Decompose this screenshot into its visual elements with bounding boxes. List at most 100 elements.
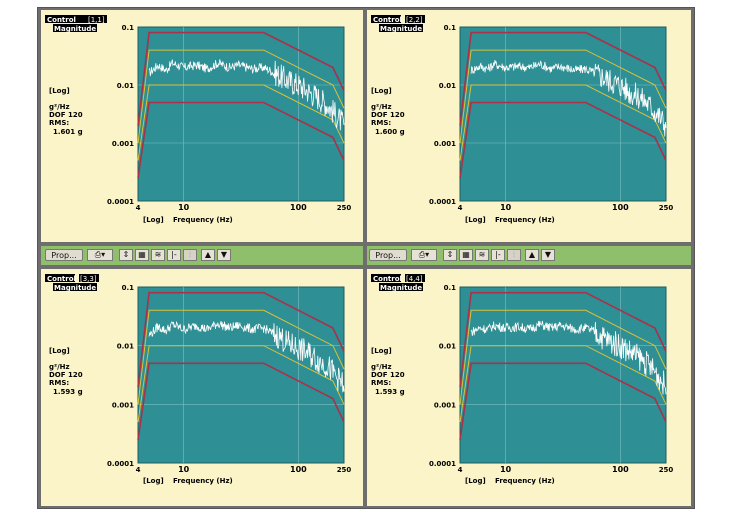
panel-id-label: [2,2] <box>406 16 423 24</box>
plot-area <box>137 26 345 202</box>
y-scale-label: [Log] <box>371 87 392 95</box>
x-scale-label: [Log] <box>143 216 164 224</box>
rms-value: 1.593 g <box>375 388 405 396</box>
plot-area <box>459 26 667 202</box>
properties-button[interactable]: Prop... <box>369 249 407 261</box>
psd-chart-2-2: Control [2,2] Magnitude [Log] g²/Hz DOF … <box>371 15 673 224</box>
rms-label: RMS: <box>49 119 69 127</box>
series-abort-lower-line <box>459 362 667 440</box>
series-abort-lower-line <box>137 362 345 440</box>
plot-area <box>459 286 667 464</box>
y-tick-label: 0.01 <box>439 82 456 90</box>
series-abort-upper-line <box>137 291 345 387</box>
series-control-line <box>470 320 667 395</box>
series-abort-upper-line <box>459 291 667 387</box>
cursor-icon[interactable]: |- <box>167 249 181 261</box>
x-axis-label: Frequency (Hz) <box>495 216 555 224</box>
x-tick-label: 100 <box>612 465 629 474</box>
series-alarm-upper-line <box>137 49 345 144</box>
grid-icon[interactable]: ▦ <box>459 249 473 261</box>
y-tick-label: 0.0001 <box>107 460 134 468</box>
y-tick-label: 0.0001 <box>107 198 134 206</box>
dof-label: DOF 120 <box>49 371 83 379</box>
chart-panel-2-2: Control [2,2] Magnitude [Log] g²/Hz DOF … <box>367 10 691 242</box>
chart-panel-1-1: Control [1,1] Magnitude [Log] g²/Hz DOF … <box>41 10 363 242</box>
psd-chart-1-1: Control [1,1] Magnitude [Log] g²/Hz DOF … <box>45 15 352 224</box>
x-scale-label: [Log] <box>143 477 164 485</box>
x-tick-label: 100 <box>290 465 307 474</box>
grid-icon[interactable]: ▦ <box>135 249 149 261</box>
marker-icon[interactable]: ⁞ <box>183 249 197 261</box>
overlay-icon[interactable]: ≋ <box>151 249 165 261</box>
x-tick-label: 4 <box>458 466 463 474</box>
print-icon[interactable]: ⎙▾ <box>87 249 113 261</box>
x-tick-label: 10 <box>178 203 190 212</box>
series-control-line <box>470 60 667 137</box>
rms-value: 1.600 g <box>375 128 405 136</box>
series-abort-lower-line <box>137 101 345 179</box>
chart-toolbar-left: Prop... ⎙▾ ⇕ ▦ ≋ |- ⁞ ▲ ▼ <box>41 246 363 265</box>
plot-background <box>137 26 345 202</box>
marker-icon[interactable]: ⁞ <box>507 249 521 261</box>
rms-label: RMS: <box>371 119 391 127</box>
plot-background <box>137 286 345 464</box>
y-tick-label: 0.1 <box>444 24 457 32</box>
y-tick-label: 0.001 <box>434 401 456 409</box>
overlay-icon[interactable]: ≋ <box>475 249 489 261</box>
series-abort-upper-line <box>459 31 667 126</box>
y-scale-label: [Log] <box>371 347 392 355</box>
scroll-up-icon[interactable]: ▲ <box>201 249 215 261</box>
control-label: Control <box>47 275 76 283</box>
x-tick-label: 10 <box>178 465 190 474</box>
chart-panel-4-4: Control [4,4] Magnitude [Log] g²/Hz DOF … <box>367 269 691 506</box>
magnitude-label: Magnitude <box>54 25 96 33</box>
plot-background <box>459 26 667 202</box>
units-label: g²/Hz <box>371 363 392 371</box>
chart-toolbar-right: Prop... ⎙▾ ⇕ ▦ ≋ |- ⁞ ▲ ▼ <box>367 246 691 265</box>
y-tick-label: 0.1 <box>444 284 457 292</box>
x-axis-label: Frequency (Hz) <box>173 216 233 224</box>
units-label: g²/Hz <box>371 103 392 111</box>
x-axis-label: Frequency (Hz) <box>173 477 233 485</box>
cursor-icon[interactable]: |- <box>491 249 505 261</box>
x-tick-label: 250 <box>659 466 674 474</box>
control-label: Control <box>373 275 402 283</box>
scroll-down-icon[interactable]: ▼ <box>217 249 231 261</box>
dof-label: DOF 120 <box>371 111 405 119</box>
vibration-control-window: Control [1,1] Magnitude [Log] g²/Hz DOF … <box>37 7 695 509</box>
rms-label: RMS: <box>371 379 391 387</box>
panel-id-label: [3,3] <box>80 275 97 283</box>
y-tick-label: 0.01 <box>439 343 456 351</box>
x-axis-label: Frequency (Hz) <box>495 477 555 485</box>
scroll-up-icon[interactable]: ▲ <box>525 249 539 261</box>
x-tick-label: 250 <box>337 466 352 474</box>
autoscale-icon[interactable]: ⇕ <box>443 249 457 261</box>
series-control-line <box>148 59 345 131</box>
magnitude-label: Magnitude <box>380 284 422 292</box>
rms-label: RMS: <box>49 379 69 387</box>
y-tick-label: 0.0001 <box>429 460 456 468</box>
rms-value: 1.601 g <box>53 128 83 136</box>
series-alarm-upper-line <box>137 309 345 405</box>
y-tick-label: 0.001 <box>434 140 456 148</box>
plot-background <box>459 286 667 464</box>
magnitude-label: Magnitude <box>380 25 422 33</box>
units-label: g²/Hz <box>49 363 70 371</box>
units-label: g²/Hz <box>49 103 70 111</box>
y-tick-label: 0.01 <box>117 343 134 351</box>
x-tick-label: 250 <box>337 204 352 212</box>
y-tick-label: 0.1 <box>122 284 135 292</box>
series-alarm-upper-line <box>459 49 667 144</box>
y-tick-label: 0.001 <box>112 401 134 409</box>
x-tick-label: 4 <box>136 466 141 474</box>
dof-label: DOF 120 <box>49 111 83 119</box>
properties-button[interactable]: Prop... <box>45 249 83 261</box>
series-alarm-upper-line <box>459 309 667 405</box>
series-alarm-lower-line <box>137 345 345 423</box>
series-control-line <box>148 320 345 393</box>
series-abort-upper-line <box>137 31 345 126</box>
print-icon[interactable]: ⎙▾ <box>411 249 437 261</box>
x-tick-label: 4 <box>136 204 141 212</box>
autoscale-icon[interactable]: ⇕ <box>119 249 133 261</box>
scroll-down-icon[interactable]: ▼ <box>541 249 555 261</box>
